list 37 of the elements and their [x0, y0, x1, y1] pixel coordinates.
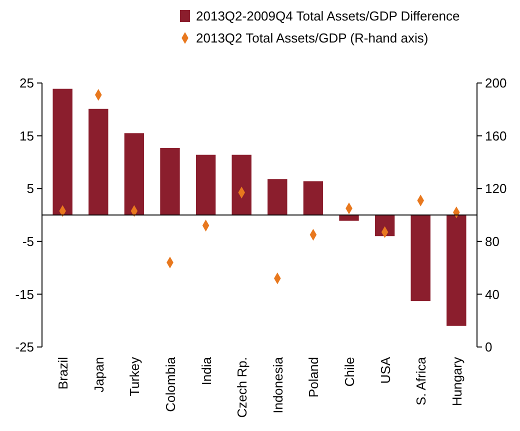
bar [124, 133, 144, 215]
bar [160, 148, 180, 215]
y-tick-label: -25 [15, 340, 34, 355]
x-tick-label: Colombia [162, 356, 178, 412]
bar [446, 215, 466, 326]
x-tick-label: S. Africa [414, 356, 429, 406]
bar [303, 181, 324, 215]
y2-tick-label: 160 [485, 128, 507, 144]
x-tick-label: Japan [91, 357, 106, 392]
x-tick-label: Brazil [56, 356, 71, 390]
x-tick-label: Poland [306, 357, 322, 398]
legend-label: 2013Q2 Total Assets/GDP (R-hand axis) [196, 30, 428, 46]
y2-tick-label: 0 [485, 340, 492, 355]
bar [232, 154, 252, 215]
x-tick-label: India [198, 356, 214, 386]
y2-tick-label: 120 [485, 181, 507, 196]
y-tick-label: 15 [20, 128, 34, 144]
y2-tick-label: 40 [485, 286, 500, 302]
bar [88, 108, 108, 215]
y2-tick-label: 200 [485, 76, 507, 91]
x-tick-label: Chile [342, 357, 358, 387]
bar [339, 215, 359, 221]
x-tick-label: Indonesia [270, 356, 286, 414]
y-tick-label: -15 [15, 286, 34, 302]
y-tick-label: -5 [22, 234, 34, 249]
bar [410, 215, 430, 302]
x-tick-label: Hungary [449, 356, 464, 406]
bar [196, 154, 216, 215]
y-tick-label: 5 [26, 181, 34, 196]
y2-tick-label: 80 [485, 234, 500, 249]
bar [268, 179, 288, 215]
x-tick-label: Czech Rp. [234, 357, 250, 418]
y-tick-label: 25 [20, 76, 34, 91]
legend-label: 2013Q2-2009Q4 Total Assets/GDP Difference [196, 8, 460, 24]
x-tick-label: USA [378, 356, 393, 384]
x-tick-label: Turkey [127, 356, 142, 396]
bar [52, 88, 72, 215]
